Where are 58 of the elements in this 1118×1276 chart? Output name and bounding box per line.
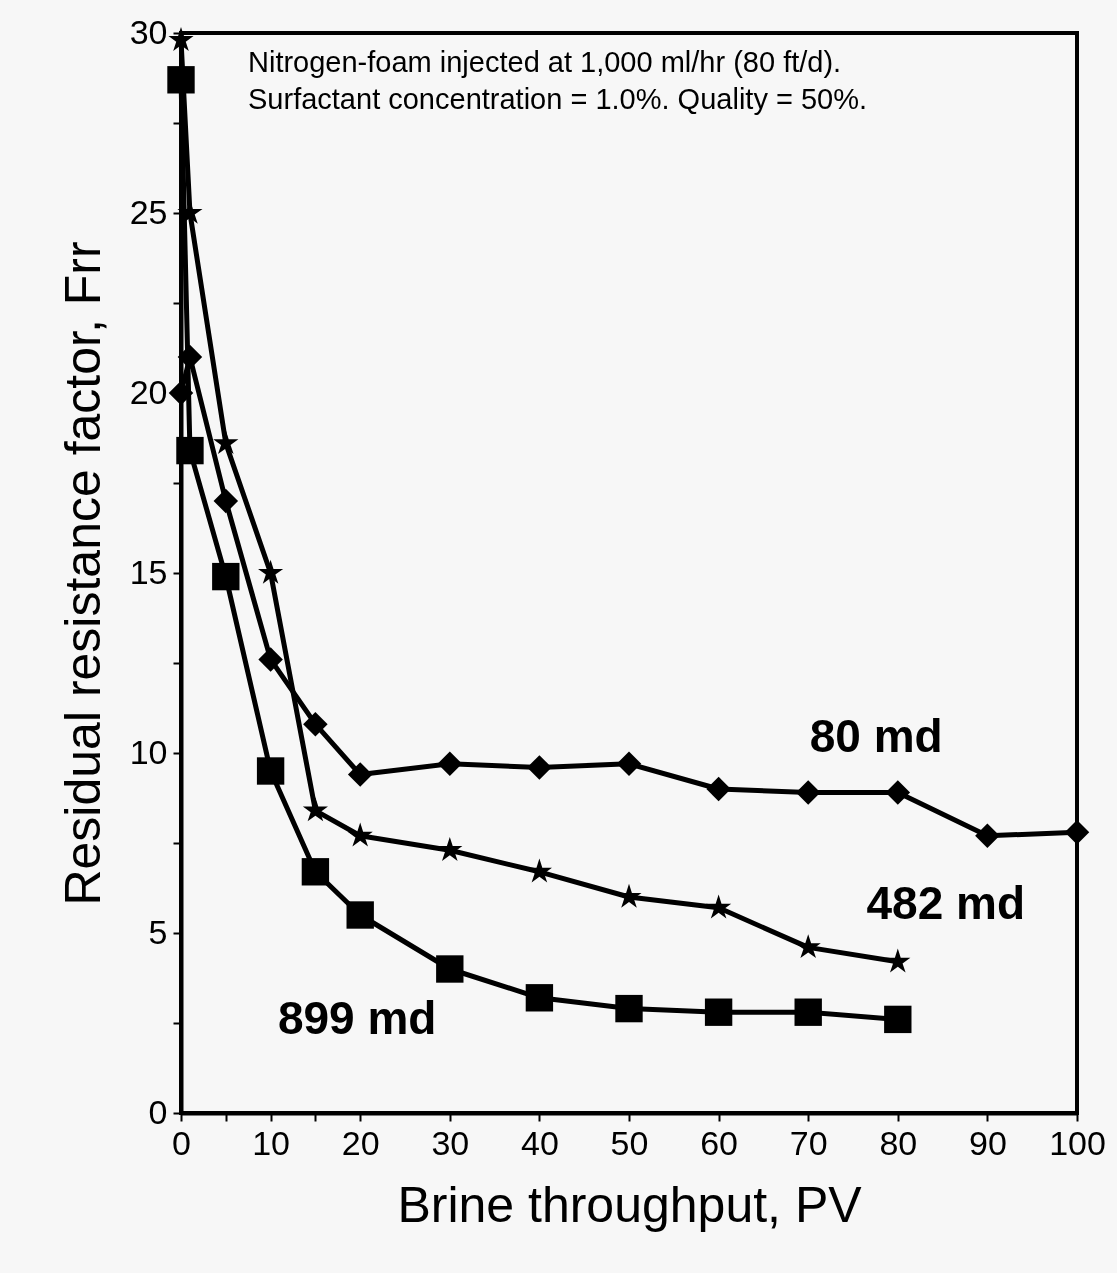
x-tick-label: 20 [341, 1123, 380, 1162]
y-tick-label: 5 [148, 912, 168, 951]
point [258, 559, 284, 584]
point [168, 380, 194, 406]
x-tick-label: 80 [879, 1123, 918, 1162]
point [885, 780, 911, 805]
point [794, 998, 822, 1026]
point [437, 836, 463, 861]
point [303, 711, 328, 737]
point [795, 780, 821, 805]
series-label: 482 md [866, 876, 1026, 929]
point [706, 894, 732, 919]
point [706, 776, 731, 802]
y-tick-label: 25 [129, 192, 168, 231]
y-tick-label: 15 [129, 552, 168, 591]
point [256, 757, 285, 785]
point [884, 1005, 912, 1034]
series-label: 899 md [277, 992, 437, 1044]
x-tick-label: 90 [968, 1123, 1007, 1162]
point [616, 751, 642, 777]
point [347, 762, 373, 787]
point [527, 755, 552, 780]
x-tick-label: 10 [252, 1123, 291, 1162]
x-tick-label: 60 [700, 1123, 739, 1162]
y-tick-label: 30 [129, 12, 168, 51]
point [301, 858, 330, 886]
point [525, 984, 554, 1012]
point [213, 430, 239, 455]
point [346, 901, 374, 929]
point [436, 955, 464, 983]
point [302, 797, 328, 822]
y-tick-label: 10 [129, 732, 168, 771]
annotation: Nitrogen-foam injected at 1,000 ml/hr (80 ft/d). [248, 46, 842, 78]
point [212, 562, 240, 591]
point [167, 66, 195, 94]
y-axis-title: Residual resistance factor, Frr [54, 241, 111, 906]
point [975, 823, 1000, 849]
point [213, 488, 239, 514]
point [176, 436, 204, 465]
x-tick-label: 40 [520, 1123, 559, 1162]
point [615, 994, 643, 1023]
series-label: 80 md [809, 709, 943, 762]
point [1064, 819, 1090, 845]
point [347, 822, 373, 847]
x-axis-title: Brine throughput, PV [397, 1176, 863, 1233]
x-tick-label: 50 [610, 1123, 649, 1162]
point [258, 647, 283, 672]
annotation: Surfactant concentration = 1.0%. Quality = 50%. [248, 83, 868, 115]
point [704, 998, 733, 1026]
x-tick-label: 30 [431, 1123, 470, 1162]
x-tick-label: 100 [1049, 1123, 1106, 1162]
point [885, 948, 911, 973]
x-tick-label: 70 [789, 1123, 828, 1162]
point [437, 751, 463, 777]
point [168, 26, 194, 51]
y-tick-label: 0 [148, 1092, 168, 1131]
y-tick-label: 20 [129, 372, 168, 411]
point [795, 934, 821, 959]
